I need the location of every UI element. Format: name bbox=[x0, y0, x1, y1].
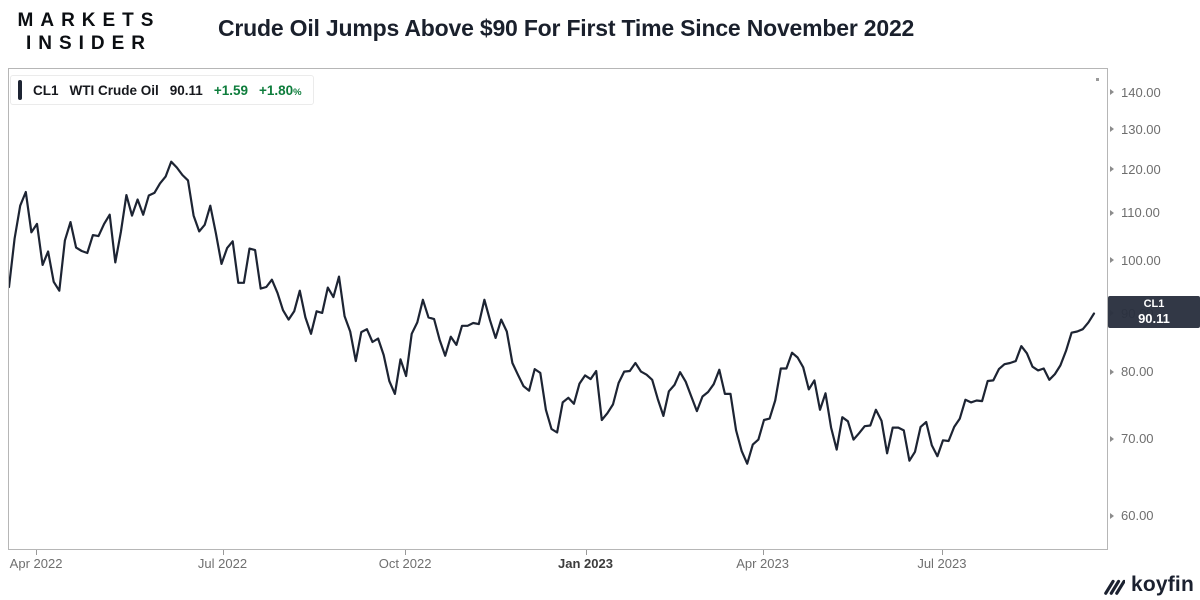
y-tick-arrow-icon bbox=[1110, 257, 1114, 264]
y-tick-text: 80.00 bbox=[1121, 364, 1154, 380]
chart-plot-area bbox=[8, 68, 1108, 550]
y-tick-text: 140.00 bbox=[1121, 84, 1161, 100]
y-tick-arrow-icon bbox=[1110, 89, 1114, 96]
article-title: Crude Oil Jumps Above $90 For First Time… bbox=[218, 15, 915, 41]
y-tick-label: 60.00 bbox=[1110, 508, 1154, 524]
y-tick-arrow-icon bbox=[1110, 512, 1114, 519]
y-tick-label: 140.00 bbox=[1110, 84, 1161, 100]
x-tick-label: Oct 2022 bbox=[378, 556, 432, 571]
x-tick-mark bbox=[36, 550, 38, 555]
y-tick-arrow-icon bbox=[1110, 166, 1114, 173]
x-tick-mark bbox=[585, 550, 587, 555]
y-tick-text: 60.00 bbox=[1121, 508, 1154, 524]
koyfin-text: koyfin bbox=[1130, 573, 1194, 596]
legend-last-price: 90.11 bbox=[169, 82, 203, 98]
y-tick-text: 110.00 bbox=[1121, 205, 1160, 221]
axis-top-marker-icon bbox=[1096, 78, 1099, 81]
legend-change: +1.59 bbox=[213, 82, 248, 98]
price-line bbox=[9, 160, 1096, 465]
y-tick-text: 100.00 bbox=[1121, 252, 1161, 268]
y-tick-label: 70.00 bbox=[1110, 431, 1154, 447]
x-tick-label: Apr 2022 bbox=[9, 556, 63, 571]
x-tick-label: Jul 2022 bbox=[197, 556, 248, 571]
y-tick-label: 130.00 bbox=[1110, 121, 1161, 137]
legend-name: WTI Crude Oil bbox=[69, 82, 159, 98]
y-tick-text: 70.00 bbox=[1121, 431, 1154, 447]
badge-price: 90.11 bbox=[1138, 311, 1170, 327]
y-tick-arrow-icon bbox=[1110, 209, 1114, 216]
y-tick-label: 110.00 bbox=[1110, 205, 1160, 221]
x-tick-label: Jan 2023 bbox=[558, 556, 613, 571]
y-tick-arrow-icon bbox=[1110, 126, 1114, 133]
koyfin-icon bbox=[1104, 579, 1125, 595]
y-tick-text: 130.00 bbox=[1121, 121, 1161, 137]
x-tick-mark bbox=[405, 550, 407, 555]
last-price-badge: CL1 90.11 bbox=[1108, 296, 1200, 329]
logo-line-1: MARKETS bbox=[17, 10, 161, 31]
y-tick-label: 80.00 bbox=[1110, 364, 1154, 380]
markets-insider-logo: MARKETS INSIDER bbox=[10, 9, 168, 55]
price-line-chart bbox=[9, 160, 1096, 465]
logo-line-2: INSIDER bbox=[25, 33, 153, 54]
x-tick-label: Jul 2023 bbox=[917, 556, 967, 571]
series-swatch-icon bbox=[18, 80, 22, 100]
badge-symbol: CL1 bbox=[1143, 298, 1165, 311]
y-tick-text: 120.00 bbox=[1121, 161, 1161, 177]
y-tick-arrow-icon bbox=[1110, 368, 1114, 375]
y-tick-label: 100.00 bbox=[1110, 252, 1161, 268]
chart-legend: CL1 WTI Crude Oil 90.11 +1.59 +1.80% bbox=[10, 75, 314, 105]
legend-symbol: CL1 bbox=[33, 82, 59, 98]
y-tick-arrow-icon bbox=[1110, 435, 1114, 442]
x-tick-mark bbox=[941, 550, 943, 555]
y-tick-label: 120.00 bbox=[1110, 161, 1161, 177]
legend-change-pct: +1.80% bbox=[258, 82, 302, 98]
x-tick-label: Apr 2023 bbox=[736, 556, 789, 571]
x-tick-mark bbox=[762, 550, 764, 555]
x-tick-mark bbox=[222, 550, 224, 555]
koyfin-watermark: koyfin bbox=[1103, 573, 1194, 597]
percent-sign: % bbox=[293, 86, 302, 98]
